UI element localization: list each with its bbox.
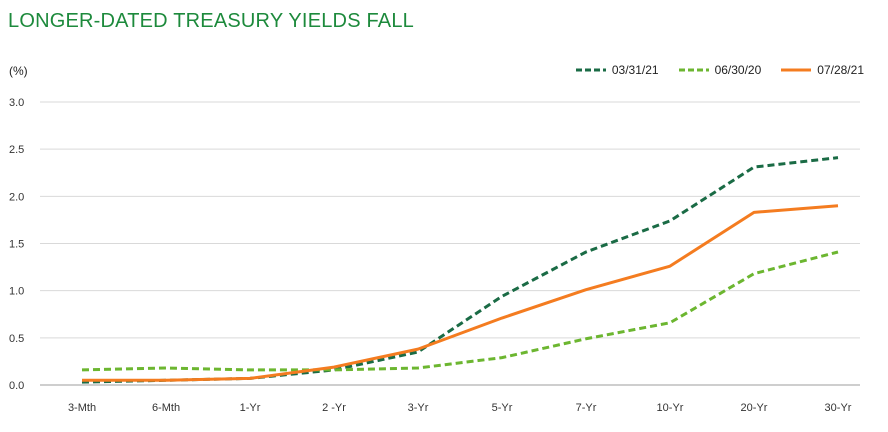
legend-label-03-31-21: 03/31/21 [611, 63, 659, 77]
legend-label-07-28-21: 07/28/21 [817, 63, 864, 77]
y-tick-label-1.5: 1.5 [9, 239, 24, 251]
x-tick-label-1: 6-Mth [152, 402, 180, 414]
x-tick-label-6: 7-Yr [576, 402, 597, 414]
legend-item-07-28-21: 07/28/21 [781, 63, 864, 77]
x-tick-label-9: 30-Yr [825, 402, 852, 414]
legend-swatch-06-30-20 [678, 68, 709, 72]
x-tick-label-2: 1-Yr [240, 402, 261, 414]
legend-swatch-03-31-21 [575, 68, 606, 72]
y-tick-label-2.0: 2.0 [9, 191, 24, 203]
y-tick-label-0.5: 0.5 [9, 333, 24, 345]
y-tick-label-0.0: 0.0 [9, 380, 24, 392]
y-axis-unit-label: (%) [9, 64, 28, 78]
legend-item-03-31-21: 03/31/21 [575, 63, 659, 77]
x-tick-label-5: 5-Yr [492, 402, 513, 414]
y-tick-label-3.0: 3.0 [9, 97, 24, 109]
x-tick-label-7: 10-Yr [657, 402, 684, 414]
legend-swatch-07-28-21 [781, 68, 812, 72]
series-line-06-30-20 [81, 250, 839, 372]
x-tick-label-0: 3-Mth [68, 402, 96, 414]
y-tick-label-2.5: 2.5 [9, 144, 24, 156]
series-line-03-31-21 [81, 156, 839, 384]
legend-label-06-30-20: 06/30/20 [714, 63, 762, 77]
legend-item-06-30-20: 06/30/20 [678, 63, 762, 77]
x-tick-label-4: 3-Yr [408, 402, 429, 414]
x-tick-label-8: 20-Yr [741, 402, 768, 414]
series-line-07-28-21 [82, 204, 839, 382]
x-tick-label-3: 2 -Yr [322, 402, 346, 414]
legend: 03/31/21 06/30/20 07/28/21 [575, 63, 864, 77]
y-tick-label-1.0: 1.0 [9, 286, 24, 298]
chart-title: LONGER-DATED TREASURY YIELDS FALL [8, 10, 414, 32]
